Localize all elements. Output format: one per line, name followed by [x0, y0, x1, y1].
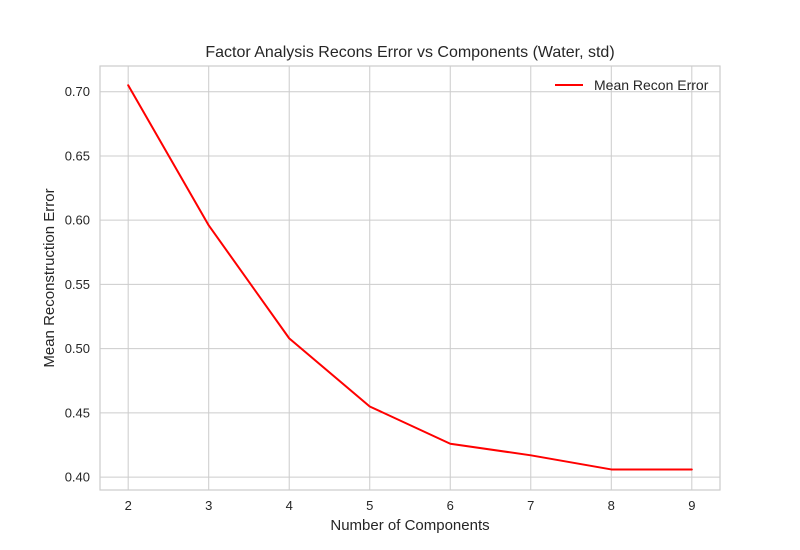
x-tick-label: 2 — [125, 498, 132, 513]
y-tick-label: 0.65 — [65, 148, 90, 163]
x-axis-ticks: 2 3 4 5 6 7 8 9 — [125, 498, 696, 513]
series-layer — [127, 84, 693, 471]
y-axis-title: Mean Reconstruction Error — [41, 188, 58, 367]
x-axis-title: Number of Components — [330, 517, 489, 534]
plot-frame — [99, 65, 721, 491]
legend-label: Mean Recon Error — [594, 77, 709, 93]
y-tick-label: 0.55 — [65, 277, 90, 292]
x-tick-label: 6 — [447, 498, 454, 513]
chart-title: Factor Analysis Recons Error vs Componen… — [205, 44, 614, 61]
y-axis-ticks: 0.40 0.45 0.50 0.55 0.60 0.65 0.70 — [65, 84, 90, 484]
x-tick-label: 3 — [205, 498, 212, 513]
grid — [100, 66, 720, 490]
x-tick-label: 7 — [527, 498, 534, 513]
x-tick-label: 5 — [366, 498, 373, 513]
legend: Mean Recon Error — [555, 77, 709, 93]
x-tick-label: 9 — [688, 498, 695, 513]
y-tick-label: 0.50 — [65, 341, 90, 356]
y-tick-label: 0.60 — [65, 213, 90, 228]
x-tick-label: 4 — [286, 498, 293, 513]
y-tick-label: 0.70 — [65, 84, 90, 99]
x-tick-label: 8 — [608, 498, 615, 513]
series-line — [127, 84, 693, 471]
y-tick-label: 0.45 — [65, 405, 90, 420]
y-tick-label: 0.40 — [65, 470, 90, 485]
